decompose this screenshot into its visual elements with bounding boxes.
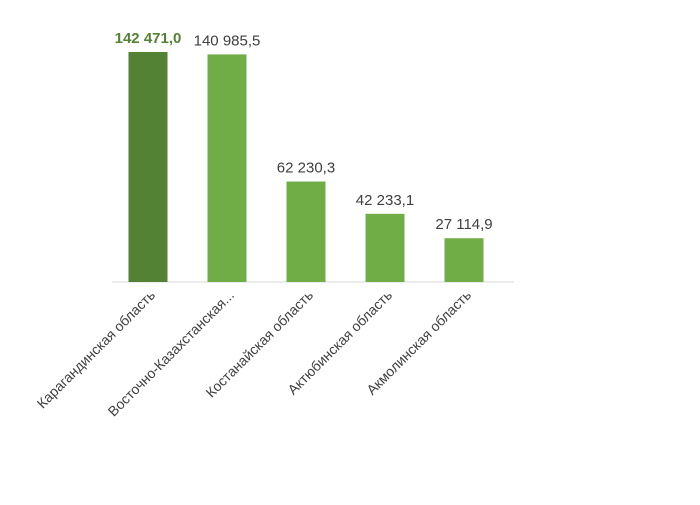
category-label-1: Восточно-Казахстанская... xyxy=(105,287,238,420)
value-label-0: 142 471,0 xyxy=(115,30,182,47)
value-labels-group: 142 471,0 140 985,5 62 230,3 42 233,1 27 114… xyxy=(115,30,493,233)
value-label-4: 27 114,9 xyxy=(435,216,492,233)
bar-1 xyxy=(207,54,247,283)
tick-labels-group: Карагандинская областьВосточно-Казахстан… xyxy=(34,287,475,420)
value-label-3: 42 233,1 xyxy=(356,192,414,209)
bar-4 xyxy=(444,238,484,282)
value-label-2: 62 230,3 xyxy=(277,160,335,177)
value-label-1: 140 985,5 xyxy=(194,32,261,49)
bar-0 xyxy=(128,52,168,282)
bar-3 xyxy=(365,213,405,282)
bar-2 xyxy=(286,181,326,282)
bars-group xyxy=(128,52,484,283)
